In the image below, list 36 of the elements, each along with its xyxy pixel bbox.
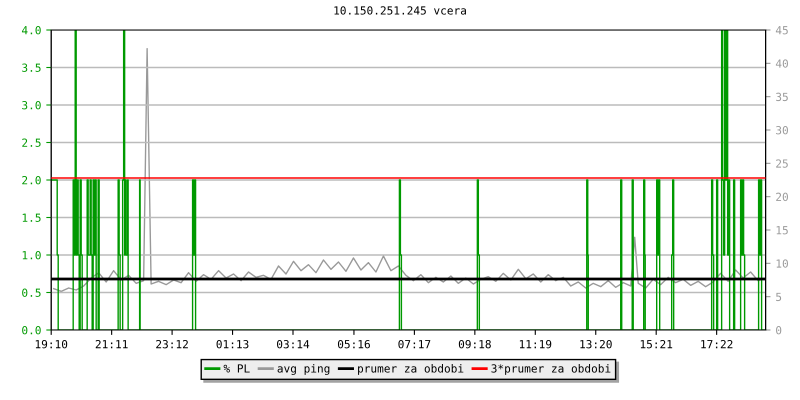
y-tick-label: 2.0 xyxy=(22,176,41,184)
legend-label: avg ping xyxy=(278,364,330,375)
y2-tick-label: 0 xyxy=(776,326,782,334)
chart-title: 10.150.251.245 vcera xyxy=(334,6,466,15)
y2-tick-label: 35 xyxy=(776,92,788,102)
legend-label: % PL xyxy=(224,364,250,372)
y-tick-label: 3.0 xyxy=(22,101,41,110)
y2-tick-label: 40 xyxy=(776,59,788,68)
y2-tick-label: 30 xyxy=(776,126,788,134)
y2-tick-label: 25 xyxy=(776,159,788,168)
x-tick-label: 13:20 xyxy=(580,340,612,348)
legend-label: 3*prumer za obdobi xyxy=(491,364,610,375)
y2-tick-label: 10 xyxy=(776,259,788,268)
x-tick-label: 11:19 xyxy=(520,340,552,348)
y-tick-label: 4.0 xyxy=(22,26,41,34)
x-tick-label: 21:11 xyxy=(96,340,128,348)
y2-tick-label: 15 xyxy=(776,226,788,234)
y-tick-label: 1.5 xyxy=(22,214,41,222)
y2-tick-label: 20 xyxy=(776,192,788,202)
x-tick-label: 07:17 xyxy=(398,340,430,348)
x-tick-label: 23:12 xyxy=(156,340,188,348)
x-tick-label: 01:13 xyxy=(216,340,248,348)
y-tick-label: 0.0 xyxy=(22,326,41,334)
y2-tick-label: 5 xyxy=(776,292,782,302)
x-tick-label: 17:22 xyxy=(701,340,732,348)
y-tick-label: 1.0 xyxy=(22,251,41,260)
y2-tick-label: 45 xyxy=(776,26,788,34)
y-tick-label: 3.5 xyxy=(22,64,41,72)
x-tick-label: 05:16 xyxy=(338,340,370,348)
x-tick-label: 03:14 xyxy=(276,340,310,348)
y-tick-label: 2.5 xyxy=(22,138,41,147)
y-tick-label: 0.5 xyxy=(22,288,41,297)
x-tick-label: 15:21 xyxy=(640,340,672,348)
x-tick-label: 09:18 xyxy=(458,340,491,348)
legend-label: prumer za obdobi xyxy=(358,364,464,375)
x-tick-label: 19:10 xyxy=(36,340,68,348)
